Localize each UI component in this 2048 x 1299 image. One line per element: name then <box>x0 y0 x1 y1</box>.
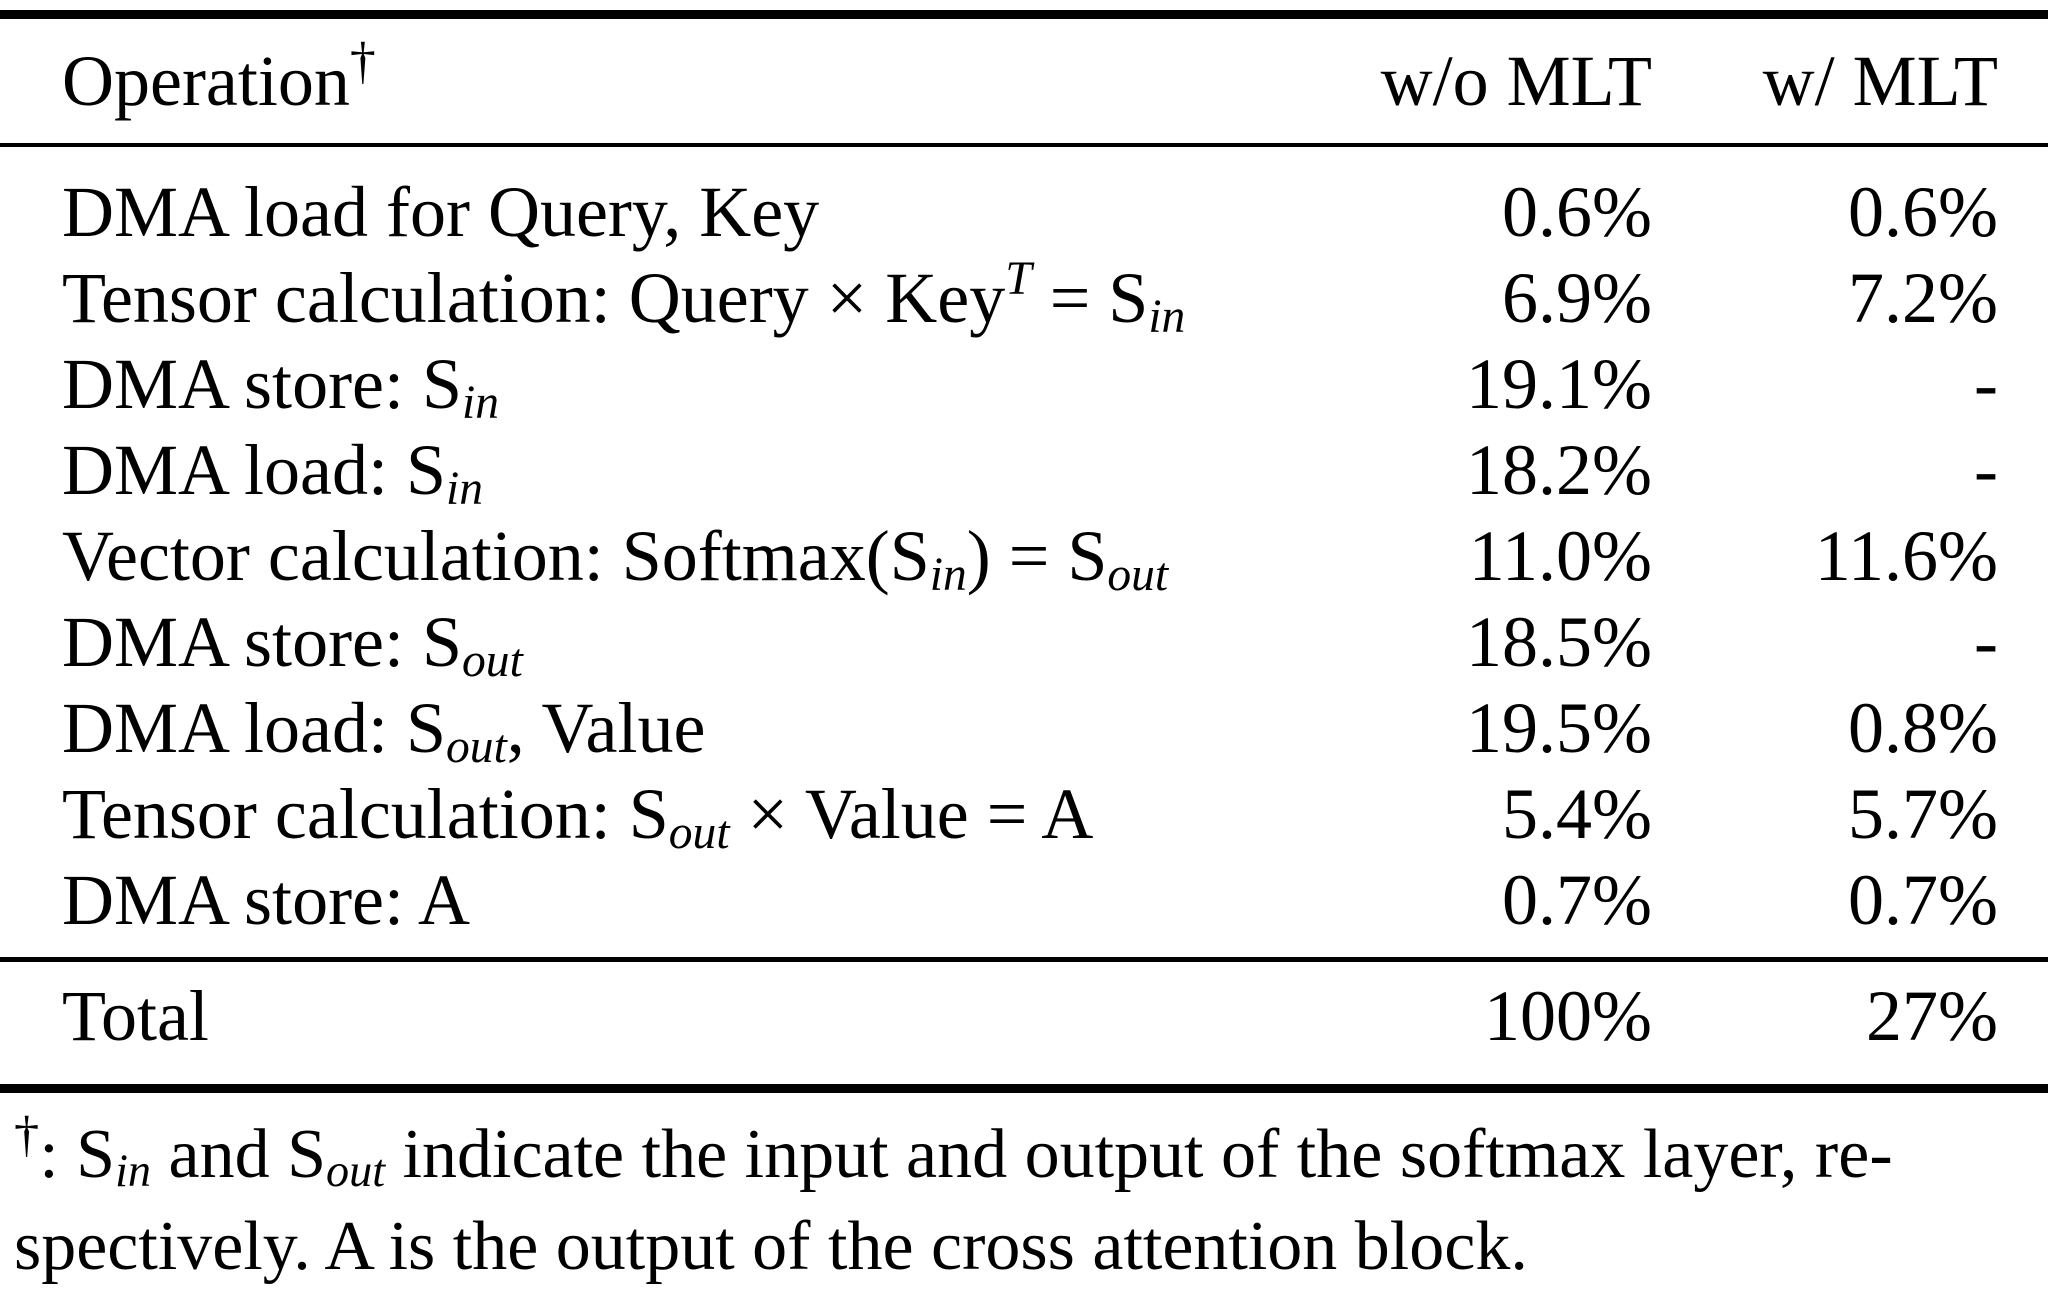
top-rule <box>0 10 2048 19</box>
text-segment: , Value <box>506 688 706 768</box>
subscript: out <box>668 806 730 859</box>
total-without-mlt: 100% <box>1484 976 1652 1056</box>
header-operation: Operation† <box>62 19 1272 143</box>
table-row: Tensor calculation: Query × KeyT = Sin 6… <box>0 255 2048 341</box>
table-row: Vector calculation: Softmax(Sin) = Sout … <box>0 513 2048 599</box>
operation-cell: DMA load for Query, Key <box>62 169 1272 255</box>
text-segment: Tensor calculation: Query × Key <box>62 258 1006 338</box>
text-segment: ) = S <box>966 516 1108 596</box>
subscript: in <box>1148 290 1186 343</box>
with-mlt-cell: 5.7% <box>1848 774 1998 854</box>
header-rule <box>0 143 2048 147</box>
spacer <box>0 1070 2048 1084</box>
total-with-mlt: 27% <box>1866 976 1998 1056</box>
subscript: in <box>929 548 967 601</box>
total-row: Total 100% 27% <box>0 962 2048 1070</box>
text-segment: DMA store: A <box>62 860 471 940</box>
without-mlt-cell: 18.5% <box>1466 602 1652 682</box>
subscript: out <box>1107 548 1169 601</box>
dagger-footnote-mark: † <box>349 33 376 91</box>
without-mlt-cell: 5.4% <box>1502 774 1652 854</box>
text-segment: = S <box>1031 258 1149 338</box>
with-mlt-cell: 0.7% <box>1848 860 1998 940</box>
operation-cell: Tensor calculation: Query × KeyT = Sin <box>62 255 1272 341</box>
without-mlt-cell: 19.5% <box>1466 688 1652 768</box>
text-segment: Tensor calculation: S <box>62 774 669 854</box>
text-segment: Vector calculation: Softmax(S <box>62 516 930 596</box>
without-mlt-cell: 18.2% <box>1466 430 1652 510</box>
subscript: out <box>446 720 507 773</box>
with-mlt-cell: 0.8% <box>1848 688 1998 768</box>
bottom-rule <box>0 1084 2048 1093</box>
dagger-footnote-mark: † <box>14 1105 40 1162</box>
text-segment: DMA load: S <box>62 688 447 768</box>
table-row: DMA store: Sout 18.5% - <box>0 599 2048 685</box>
with-mlt-cell: - <box>1974 602 1998 682</box>
without-mlt-cell: 6.9% <box>1502 258 1652 338</box>
operation-cell: DMA load: Sout, Value <box>62 685 1272 771</box>
text-segment: spectively. A is the output of the cross… <box>14 1208 1528 1285</box>
text-segment: Operation <box>62 41 350 121</box>
subscript: out <box>462 634 523 687</box>
operation-cell: DMA store: Sout <box>62 599 1272 685</box>
with-mlt-cell: 11.6% <box>1814 516 1998 596</box>
table-row: DMA load: Sin 18.2% - <box>0 427 2048 513</box>
text-segment: : S <box>39 1116 116 1193</box>
text-segment: DMA load: S <box>62 430 447 510</box>
table-row: Tensor calculation: Sout × Value = A 5.4… <box>0 771 2048 857</box>
with-mlt-cell: 0.6% <box>1848 172 1998 252</box>
without-mlt-cell: 0.6% <box>1502 172 1652 252</box>
footnote-line: spectively. A is the output of the cross… <box>14 1201 2028 1293</box>
table-row: DMA store: A 0.7% 0.7% <box>0 857 2048 943</box>
table-row: DMA load for Query, Key 0.6% 0.6% <box>0 169 2048 255</box>
text-segment: indicate the input and output of the sof… <box>385 1116 1893 1193</box>
header-with-mlt: w/ MLT <box>1762 41 1998 121</box>
without-mlt-cell: 11.0% <box>1468 516 1652 596</box>
total-rule <box>0 957 2048 962</box>
with-mlt-cell: - <box>1974 430 1998 510</box>
total-label: Total <box>62 976 209 1056</box>
table-row: DMA store: Sin 19.1% - <box>0 341 2048 427</box>
operation-cell: DMA store: A <box>62 857 1272 943</box>
text-segment: × Value = A <box>729 774 1094 854</box>
table-body: DMA load for Query, Key 0.6% 0.6% Tensor… <box>0 147 2048 943</box>
text-segment: DMA store: S <box>62 602 463 682</box>
with-mlt-cell: - <box>1974 344 1998 424</box>
operation-cell: DMA load: Sin <box>62 427 1272 513</box>
operation-cell: Tensor calculation: Sout × Value = A <box>62 771 1272 857</box>
header-row: Operation† w/o MLT w/ MLT <box>0 19 2048 143</box>
footnote-line: †: Sin and Sout indicate the input and o… <box>14 1109 2028 1201</box>
with-mlt-cell: 7.2% <box>1848 258 1998 338</box>
operation-cell: Vector calculation: Softmax(Sin) = Sout <box>62 513 1272 599</box>
text-segment: and S <box>151 1116 327 1193</box>
without-mlt-cell: 0.7% <box>1502 860 1652 940</box>
subscript: in <box>446 462 484 515</box>
table-row: DMA load: Sout, Value 19.5% 0.8% <box>0 685 2048 771</box>
footnote: †: Sin and Sout indicate the input and o… <box>0 1093 2048 1293</box>
header-without-mlt: w/o MLT <box>1380 41 1652 121</box>
text-segment: DMA load for Query, Key <box>62 172 820 252</box>
spacer <box>0 943 2048 957</box>
operation-cell: DMA store: Sin <box>62 341 1272 427</box>
subscript: out <box>326 1145 386 1197</box>
subscript: in <box>462 376 500 429</box>
text-segment: DMA store: S <box>62 344 463 424</box>
without-mlt-cell: 19.1% <box>1466 344 1652 424</box>
superscript: T <box>1005 252 1032 305</box>
subscript: in <box>115 1145 152 1197</box>
